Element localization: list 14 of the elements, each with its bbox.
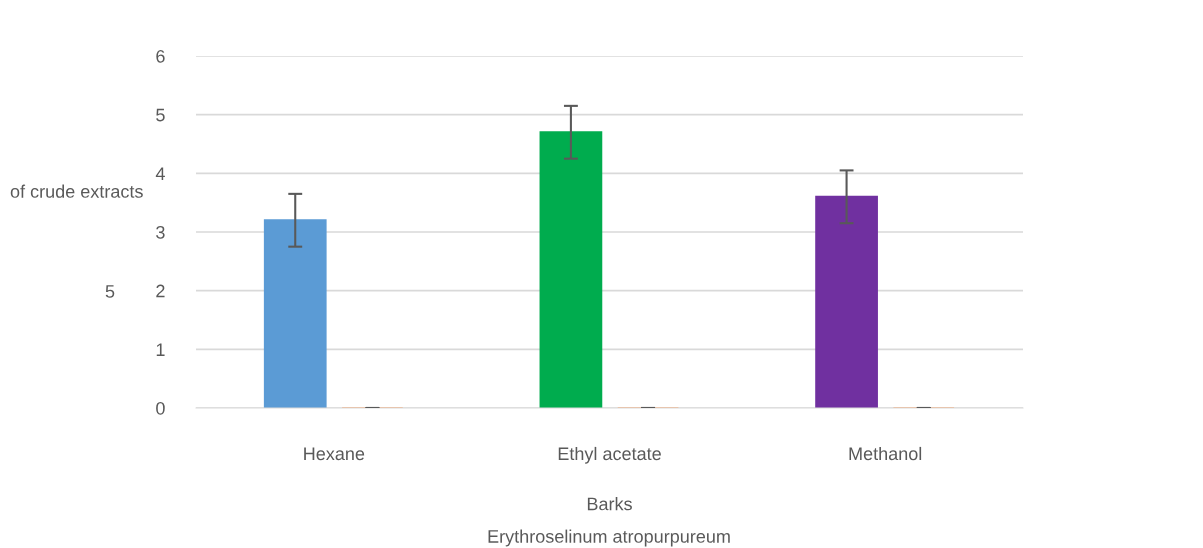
y-axis-title: of crude extracts <box>10 184 143 198</box>
x-tick-label: Hexane <box>304 447 365 461</box>
x-tick-label: Ethyl acetate <box>558 446 661 464</box>
x-axis-title: Barks <box>587 497 632 511</box>
y-tick-label: 3 <box>156 225 165 239</box>
y-tick-label: 4 <box>155 167 165 180</box>
y-tick-label: 0 <box>156 401 165 415</box>
y-tick-label: 5 <box>156 108 165 122</box>
text: Erythroselinum atropurpureum <box>488 529 730 547</box>
y-tick-label: 2 <box>156 284 165 298</box>
y-tick-label: 1 <box>156 343 165 356</box>
text: 5 <box>105 285 115 298</box>
x-tick-label: Methanol <box>849 446 922 461</box>
y-tick-label: 6 <box>156 49 165 63</box>
